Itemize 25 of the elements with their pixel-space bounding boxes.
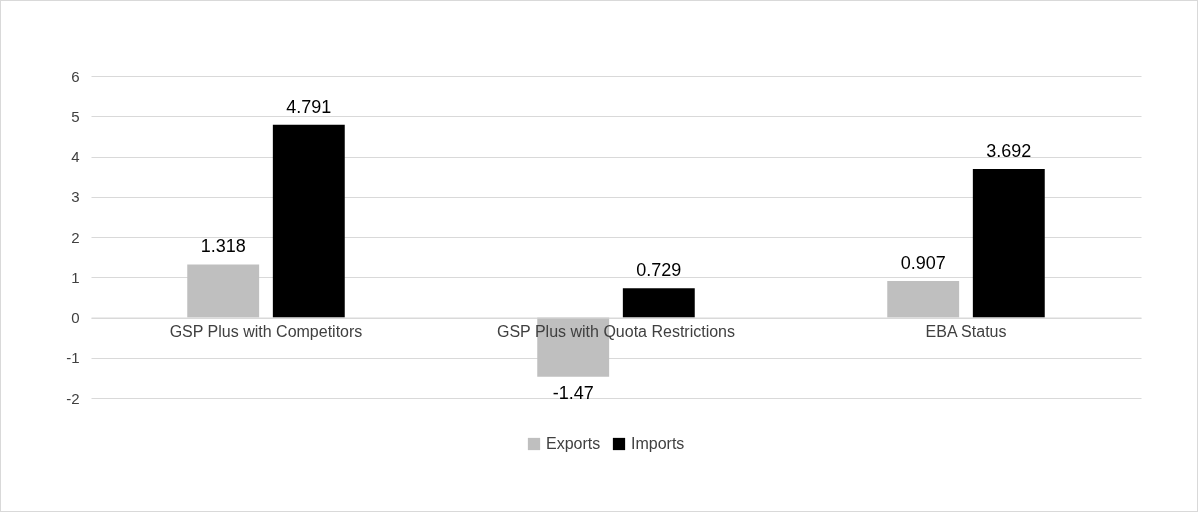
bar: [622, 288, 695, 318]
bar: [972, 168, 1045, 318]
bar: [187, 264, 260, 318]
x-tick-label: EBA Status: [925, 323, 1007, 340]
legend-label: Exports: [546, 435, 601, 452]
x-tick-label: GSP Plus with Quota Restrictions: [496, 323, 736, 340]
y-tick-label: -2: [66, 389, 80, 407]
y-tick-label: 0: [71, 309, 80, 326]
data-label: 0.729: [636, 260, 682, 281]
bar: [272, 124, 345, 318]
y-tick-label: 6: [71, 67, 80, 85]
data-label: 3.692: [986, 140, 1032, 161]
y-tick-label: 5: [71, 107, 80, 125]
x-tick-label: GSP Plus with Competitors: [169, 323, 363, 340]
data-label: -1.47: [552, 382, 594, 403]
legend-label: Imports: [631, 435, 685, 452]
y-tick-label: 3: [71, 188, 80, 206]
data-label: 0.907: [900, 252, 946, 273]
bar: [887, 280, 960, 318]
data-label: 4.791: [286, 96, 332, 117]
y-tick-label: -1: [66, 349, 80, 367]
y-tick-label: 1: [71, 268, 80, 286]
y-tick-label: 2: [71, 228, 80, 246]
y-tick-label: 4: [71, 148, 80, 165]
data-label: 1.318: [200, 236, 246, 257]
